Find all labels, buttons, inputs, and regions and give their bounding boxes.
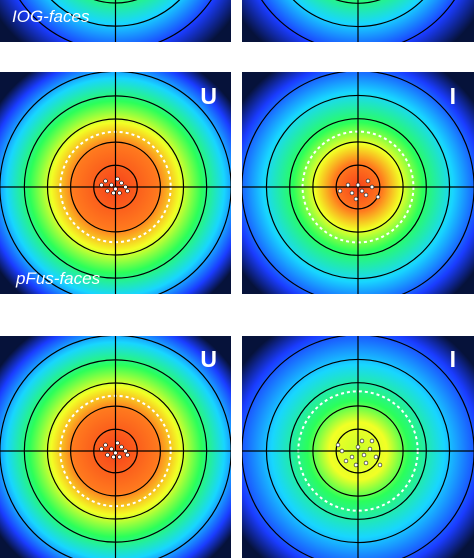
prf-center-dot <box>377 462 383 468</box>
prf-center-dot <box>119 444 124 450</box>
condition-letter-i: I <box>449 83 456 109</box>
prf-center-dot <box>353 196 359 202</box>
prf-center-dot <box>363 460 369 466</box>
condition-letter-i: I <box>449 346 456 372</box>
row3-u-map: U <box>0 336 231 558</box>
prf-center-dot <box>367 446 373 452</box>
prf-center-dot <box>361 452 367 458</box>
iog-faces-right-map <box>242 0 474 42</box>
prf-center-dot <box>125 452 130 458</box>
prf-center-dot <box>105 188 110 194</box>
prf-center-dot <box>99 182 104 188</box>
prf-center-dot <box>363 192 369 198</box>
prf-center-dot <box>335 442 341 448</box>
condition-letter-u: U <box>200 83 217 109</box>
pfus-faces-i-heatmap <box>242 72 474 294</box>
prf-center-dot <box>103 442 108 448</box>
prf-center-dot <box>111 190 116 196</box>
prf-center-dot <box>337 188 343 194</box>
prf-center-dot <box>123 448 128 454</box>
condition-letter-u: U <box>200 346 217 372</box>
prf-center-dot <box>355 182 361 188</box>
prf-center-dot <box>99 446 104 452</box>
pfus-faces-i-map: I <box>242 72 474 294</box>
prf-center-dot <box>349 190 355 196</box>
prf-center-dot <box>117 190 122 196</box>
prf-center-dot <box>339 448 345 454</box>
prf-center-dot <box>117 454 122 460</box>
prf-center-dot <box>359 438 365 444</box>
iog-faces-right-heatmap <box>242 0 474 42</box>
prf-center-dot <box>349 454 355 460</box>
prf-center-dot <box>355 444 361 450</box>
prf-center-dot <box>373 454 379 460</box>
iog-faces-left-heatmap <box>0 0 231 42</box>
prf-center-dot <box>345 182 351 188</box>
prf-center-dot <box>365 178 371 184</box>
prf-center-dot <box>123 184 128 190</box>
prf-center-dot <box>113 450 118 456</box>
prf-center-dot <box>111 454 116 460</box>
prf-center-dot <box>369 438 375 444</box>
prf-center-dot <box>103 178 108 184</box>
row3-i-map: I <box>242 336 474 558</box>
iog-faces-left-map: IOG-faces <box>0 0 231 42</box>
pfus-faces-u-heatmap <box>0 72 231 294</box>
pfus-faces-label: pFus-faces <box>16 269 101 288</box>
row3-i-heatmap <box>242 336 474 558</box>
prf-center-dot <box>359 188 365 194</box>
pfus-faces-u-map: U pFus-faces <box>0 72 231 294</box>
prf-center-dot <box>125 188 130 194</box>
prf-center-dot <box>353 462 359 468</box>
prf-center-dot <box>369 184 375 190</box>
prf-center-dot <box>113 186 118 192</box>
prf-center-dot <box>343 458 349 464</box>
prf-center-dot <box>119 180 124 186</box>
prf-center-dot <box>115 440 120 446</box>
prf-center-dot <box>115 176 120 182</box>
prf-center-dot <box>109 446 114 452</box>
iog-faces-label: IOG-faces <box>12 7 90 26</box>
row3-u-heatmap <box>0 336 231 558</box>
prf-center-dot <box>375 194 381 200</box>
prf-center-dot <box>105 452 110 458</box>
prf-center-dot <box>109 182 114 188</box>
